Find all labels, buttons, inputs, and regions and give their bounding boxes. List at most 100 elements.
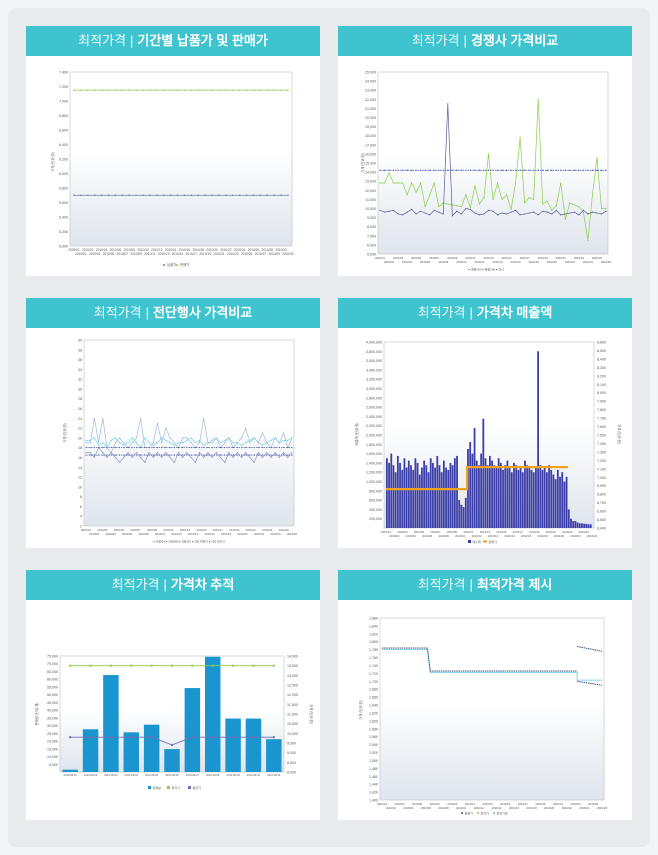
x-tick-label: 2010/07 — [130, 528, 141, 532]
bar — [388, 462, 390, 528]
series-line-b-point — [85, 442, 87, 444]
series-line-b-point — [161, 442, 163, 444]
series-line-competitor-a-point — [424, 206, 426, 208]
x-tick-label: 2010-08-11 — [267, 773, 281, 777]
series-line-c-point — [266, 452, 268, 454]
series-line-b-point — [123, 442, 125, 444]
panel-category: 최적가격 — [417, 305, 466, 320]
series-line-a-point — [152, 444, 154, 446]
series-line-competitor-a-point — [487, 153, 490, 155]
series-line-sale-point — [266, 89, 269, 91]
series-line-own-point — [397, 169, 399, 171]
series-line-a-point — [131, 437, 133, 439]
series-line-own-point — [433, 169, 435, 171]
series-line-competitor-a-point — [433, 182, 435, 184]
x-tick-label: 2010/25 — [588, 802, 599, 806]
series-line-competitor-b-point — [551, 213, 553, 215]
series-line-supply-point — [176, 194, 179, 197]
series-line-supply-point — [135, 194, 137, 197]
series-line-supply-point — [93, 194, 96, 197]
series-line-competitor-b-point — [578, 214, 580, 216]
x-tick-label: 2010/20 — [547, 260, 558, 264]
y-tick-label: 22 — [78, 427, 82, 431]
y-tick-label: 16 — [78, 456, 82, 460]
x-tick-label: 2010/05 — [414, 530, 425, 534]
bar — [585, 523, 588, 528]
y-tick-label: 22,000 — [365, 98, 376, 102]
series-line-d-point — [203, 447, 205, 449]
series-line-b-point — [182, 437, 184, 439]
series-line-avg-point — [109, 736, 112, 739]
series-line-competitor-b-point — [510, 211, 512, 213]
y-axis-label: 가격 (단위:원) — [360, 153, 365, 173]
series-line-sale-point — [218, 89, 220, 91]
x-tick-label: 2010/26 — [248, 248, 260, 252]
bar — [530, 469, 533, 528]
panel-category: 최적가격 — [417, 577, 466, 592]
bar — [82, 729, 99, 772]
series-line-e-point — [106, 454, 108, 456]
bar — [396, 455, 399, 528]
series-line-b-point — [207, 442, 209, 444]
panel-flyer-price: 최적가격 | 전단행사 가격비교 40 38 36 34 32 30 28 26 24 22 20 18 1… — [26, 298, 320, 548]
y-axis-label: 가격 (단위:원) — [50, 152, 55, 172]
series-line-a-point — [287, 439, 289, 441]
series-line-competitor-a-point — [379, 182, 381, 184]
series-line-competitor-b-point — [438, 211, 440, 213]
x-tick-label: 2010/08 — [439, 806, 450, 810]
series-line-competitor-b-point — [582, 209, 584, 211]
series-line-supply-point — [80, 194, 82, 197]
x-tick-label: 2010/14 — [165, 248, 177, 252]
y-tick-label: 1,520 — [369, 751, 378, 755]
plot-area — [379, 617, 605, 801]
series-line-e-point — [182, 454, 184, 456]
bar — [429, 458, 432, 528]
series-line-supply-point — [87, 194, 89, 197]
series-line-competitor-b-point — [487, 209, 490, 211]
bar — [462, 507, 465, 528]
series-line-c-point — [173, 461, 175, 463]
series-line-competitor-b-point — [596, 212, 598, 214]
x-tick-label: 2010/05 — [412, 802, 423, 806]
y-tick-label: 38 — [78, 348, 82, 352]
x-tick-label: 2010/12 — [474, 806, 485, 810]
y-tick-label: 13,000 — [365, 180, 376, 184]
series-line-a-point — [127, 442, 129, 444]
x-tick-label: 2010/17 — [513, 530, 524, 534]
bar — [432, 462, 434, 528]
y2-tick-label: 8,000 — [287, 771, 296, 775]
series-line-d-point — [169, 447, 171, 449]
bar — [143, 724, 160, 772]
x-tick-label: 2010/02 — [389, 534, 400, 538]
series-line-avg-point — [252, 736, 255, 739]
legend-marker — [477, 812, 479, 814]
bar — [576, 522, 579, 528]
series-line-competitor-a-point — [456, 205, 458, 207]
y-tick-label: 21,000 — [365, 107, 376, 111]
bar — [403, 458, 406, 528]
series-line-d-point — [266, 447, 268, 449]
x-tick-label: 2010/18 — [192, 248, 204, 252]
bar — [519, 467, 522, 528]
series-line-competitor-a-point — [600, 207, 603, 210]
y-tick-label: 1,200,000 — [366, 471, 382, 475]
series-line-sale-point — [211, 89, 213, 91]
series-line-own-point — [591, 169, 594, 171]
panel-category: 최적가격 — [111, 577, 160, 592]
bar — [491, 460, 493, 528]
series-line-e-point — [236, 454, 238, 456]
series-line-competitor-b-point — [442, 213, 444, 215]
series-line-d-point — [123, 447, 125, 449]
x-tick-label: 2010/21 — [553, 802, 564, 806]
series-line-sale-point — [142, 89, 144, 91]
x-tick-label: 2010/06 — [421, 806, 432, 810]
series-line-e-point — [266, 454, 268, 456]
bar — [508, 467, 511, 528]
x-tick-label: 2010/03 — [97, 528, 108, 532]
series-line-competitor-b-point — [605, 210, 607, 212]
series-line-a-point — [177, 442, 180, 444]
y2-tick-label: 8,500 — [597, 349, 606, 353]
y-tick-label: 70,000 — [47, 662, 58, 666]
bar — [438, 465, 441, 528]
series-line-sale-point — [231, 89, 234, 91]
